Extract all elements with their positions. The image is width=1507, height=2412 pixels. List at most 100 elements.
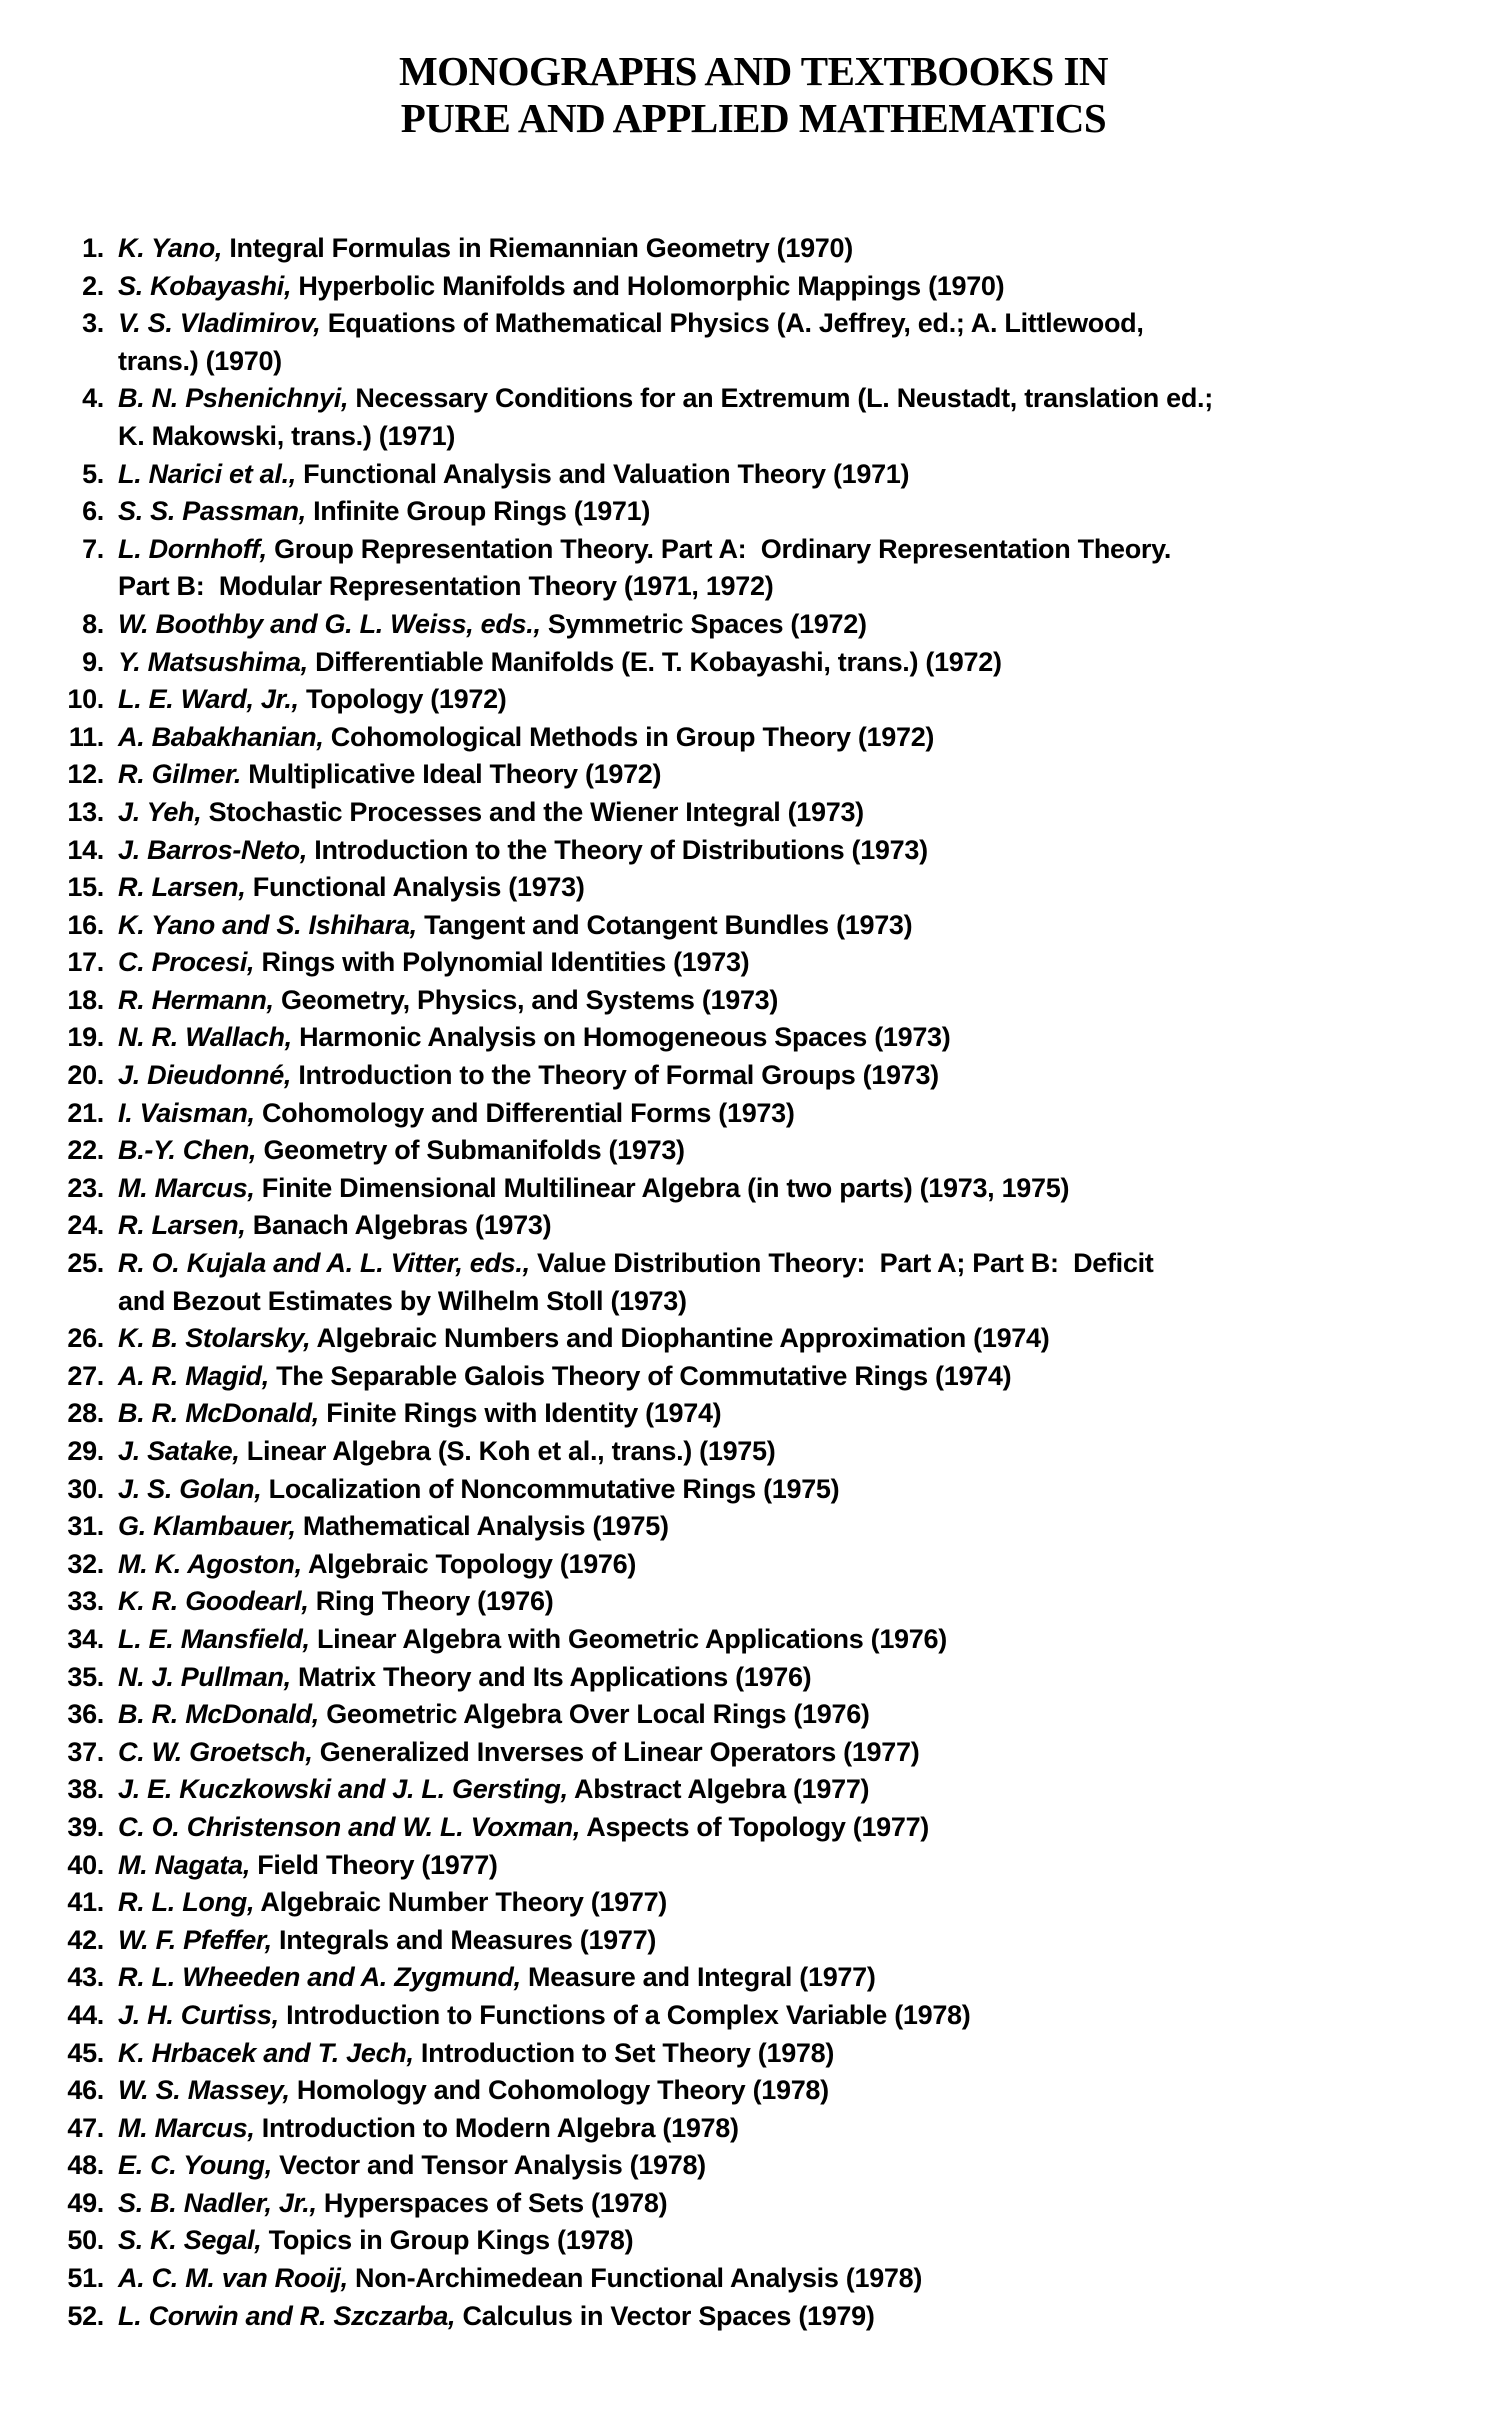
item-title: Harmonic Analysis on Homogeneous Spaces … (299, 1022, 951, 1053)
item-author: I. Vaisman, (118, 1097, 255, 1128)
item-author: L. Corwin and R. Szczarba, (118, 2300, 456, 2331)
item-author: S. S. Passman, (118, 496, 306, 527)
item-title: Non-Archimedean Functional Analysis (197… (355, 2263, 923, 2294)
item-author: L. Narici et al., (118, 458, 296, 489)
item-author: M. Nagata, (118, 1849, 251, 1880)
list-item: 30. J. S. Golan, Localization of Noncommu… (40, 1471, 1455, 1509)
item-title: Rings with Polynomial Identities (1973) (261, 947, 750, 978)
item-number: 16. (67, 909, 104, 940)
item-title: Matrix Theory and Its Applications (1976… (298, 1661, 812, 1692)
item-title: Equations of Mathematical Physics (A. Je… (118, 308, 1144, 376)
item-number: 52. (67, 2300, 104, 2331)
item-number: 29. (67, 1436, 104, 1466)
item-author: J. H. Curtiss, (118, 1999, 279, 2030)
list-item: 16. K. Yano and S. Ishihara, Tangent and … (40, 907, 1455, 945)
item-title: Algebraic Numbers and Diophantine Approx… (316, 1323, 1050, 1354)
list-item: 31. G. Klambauer, Mathematical Analysis (… (40, 1508, 1455, 1546)
item-number: 5. (82, 458, 104, 489)
item-number: 10. (67, 684, 104, 715)
list-item: 43. R. L. Wheeden and A. Zygmund, Measure… (40, 1959, 1455, 1997)
item-number: 7. (82, 533, 104, 564)
item-author: K. R. Goodearl, (118, 1586, 309, 1617)
item-title: Linear Algebra with Geometric Applicatio… (316, 1623, 947, 1654)
item-author: W. S. Massey, (118, 2075, 290, 2106)
item-title: Necessary Conditions for an Extremum (L.… (118, 383, 1213, 451)
item-title: Generalized Inverses of Linear Operators… (319, 1736, 920, 1767)
list-item: 25. R. O. Kujala and A. L. Vitter, eds., … (40, 1245, 1455, 1320)
item-number: 25. (67, 1248, 104, 1279)
item-author: N. R. Wallach, (118, 1022, 292, 1053)
item-author: B. N. Pshenichnyi, (118, 383, 349, 414)
item-title: Localization of Noncommutative Rings (19… (268, 1473, 840, 1504)
item-number: 32. (67, 1548, 104, 1579)
item-author: R. L. Long, (118, 1887, 255, 1918)
item-title: Stochastic Processes and the Wiener Inte… (208, 796, 865, 827)
item-number: 38. (67, 1774, 104, 1805)
list-item: 52. L. Corwin and R. Szczarba, Calculus i… (40, 2298, 1455, 2336)
item-number: 35. (67, 1661, 104, 1692)
list-item: 48. E. C. Young, Vector and Tensor Analys… (40, 2147, 1455, 2185)
item-title: Topics in Group Kings (1978) (268, 2225, 634, 2256)
list-item: 39. C. O. Christenson and W. L. Voxman, A… (40, 1809, 1455, 1847)
list-item: 18. R. Hermann, Geometry, Physics, and Sy… (40, 982, 1455, 1020)
item-author: R. L. Wheeden and A. Zygmund, (118, 1962, 521, 1993)
list-item: 29. J. Satake, Linear Algebra (S. Koh et … (40, 1433, 1455, 1471)
item-number: 30. (67, 1473, 104, 1504)
item-title: Introduction to the Theory of Distributi… (314, 834, 928, 865)
item-number: 19. (67, 1022, 104, 1053)
item-number: 41. (67, 1887, 104, 1918)
list-item: 37. C. W. Groetsch, Generalized Inverses … (40, 1734, 1455, 1772)
item-number: 39. (67, 1811, 104, 1842)
item-title: Linear Algebra (S. Koh et al., trans.) (… (246, 1436, 776, 1466)
item-author: W. Boothby and G. L. Weiss, eds., (118, 608, 541, 639)
item-title: Introduction to the Theory of Formal Gro… (298, 1060, 939, 1091)
item-number: 9. (82, 646, 104, 677)
item-author: W. F. Pfeffer, (118, 1924, 272, 1955)
item-title: Value Distribution Theory: Part A; Part … (118, 1248, 1154, 1316)
item-number: 21. (67, 1097, 104, 1128)
item-number: 27. (67, 1360, 104, 1391)
item-title: Cohomological Methods in Group Theory (1… (330, 721, 935, 752)
list-item: 19. N. R. Wallach, Harmonic Analysis on H… (40, 1019, 1455, 1057)
item-number: 8. (82, 608, 104, 639)
list-item: 4. B. N. Pshenichnyi, Necessary Condition… (40, 380, 1455, 455)
item-title: Integral Formulas in Riemannian Geometry… (229, 233, 853, 263)
item-title: Homology and Cohomology Theory (1978) (296, 2075, 829, 2106)
list-item: 2. S. Kobayashi, Hyperbolic Manifolds and… (40, 268, 1455, 306)
series-header: MONOGRAPHS AND TEXTBOOKS IN PURE AND APP… (0, 48, 1507, 142)
item-author: L. Dornhoff, (118, 533, 267, 564)
item-number: 48. (67, 2150, 104, 2181)
item-number: 14. (67, 834, 104, 865)
list-item: 6. S. S. Passman, Infinite Group Rings (1… (40, 493, 1455, 531)
list-item: 23. M. Marcus, Finite Dimensional Multili… (40, 1170, 1455, 1208)
item-number: 43. (67, 1962, 104, 1993)
item-author: S. B. Nadler, Jr., (118, 2187, 317, 2218)
list-item: 7. L. Dornhoff, Group Representation Theo… (40, 531, 1455, 606)
item-author: C. Procesi, (118, 947, 255, 978)
list-item: 51. A. C. M. van Rooij, Non-Archimedean F… (40, 2260, 1455, 2298)
item-author: J. Barros-Neto, (118, 834, 308, 865)
item-number: 1. (82, 233, 104, 263)
item-title: Aspects of Topology (1977) (586, 1811, 930, 1842)
list-item: 44. J. H. Curtiss, Introduction to Functi… (40, 1997, 1455, 2035)
item-author: G. Klambauer, (118, 1511, 296, 1542)
item-author: A. C. M. van Rooij, (118, 2263, 348, 2294)
item-author: R. Gilmer. (118, 759, 242, 790)
item-title: Multiplicative Ideal Theory (1972) (248, 759, 662, 790)
list-item: 3. V. S. Vladimirov, Equations of Mathema… (40, 305, 1455, 380)
item-number: 22. (67, 1135, 104, 1166)
list-item: 50. S. K. Segal, Topics in Group Kings (1… (40, 2222, 1455, 2260)
item-author: V. S. Vladimirov, (118, 308, 321, 339)
item-number: 42. (67, 1924, 104, 1955)
item-author: J. Yeh, (118, 796, 202, 827)
item-author: N. J. Pullman, (118, 1661, 291, 1692)
item-title: Hyperspaces of Sets (1978) (323, 2187, 668, 2218)
item-author: B.-Y. Chen, (118, 1135, 257, 1166)
item-author: R. Larsen, (118, 1210, 246, 1241)
item-number: 50. (67, 2225, 104, 2256)
item-number: 28. (67, 1398, 104, 1429)
item-author: C. O. Christenson and W. L. Voxman, (118, 1811, 581, 1842)
list-item: 35. N. J. Pullman, Matrix Theory and Its … (40, 1659, 1455, 1697)
item-title: Differentiable Manifolds (E. T. Kobayash… (315, 646, 1002, 677)
list-item: 9. Y. Matsushima, Differentiable Manifold… (40, 644, 1455, 682)
